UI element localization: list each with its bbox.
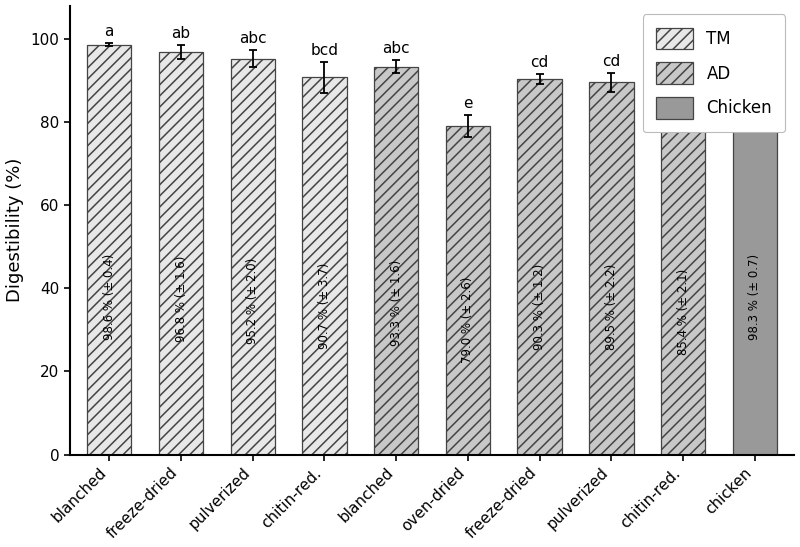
Text: a: a [105, 24, 114, 39]
Bar [230, 59, 275, 455]
Bar [661, 100, 706, 455]
Text: cd: cd [530, 55, 549, 70]
Bar [302, 78, 346, 455]
Text: 89.5 % (± 2.2): 89.5 % (± 2.2) [605, 264, 618, 351]
Y-axis label: Digestibility (%): Digestibility (%) [6, 158, 23, 302]
Text: 93.3 % (± 1.6): 93.3 % (± 1.6) [390, 260, 402, 346]
Text: 79.0 % (± 2.6): 79.0 % (± 2.6) [462, 276, 474, 363]
Text: d: d [678, 72, 688, 86]
Text: 85.4 % (± 2.1): 85.4 % (± 2.1) [677, 269, 690, 355]
Text: bcd: bcd [310, 43, 338, 58]
Text: 96.8 % (± 1.6): 96.8 % (± 1.6) [174, 255, 187, 342]
Text: 90.7 % (± 3.7): 90.7 % (± 3.7) [318, 263, 331, 349]
Text: 98.6 % (± 0.4): 98.6 % (± 0.4) [102, 254, 116, 340]
Bar [158, 52, 203, 455]
Text: ab: ab [171, 26, 190, 42]
Text: 98.3 % (± 0.7): 98.3 % (± 0.7) [749, 254, 762, 340]
Text: cd: cd [602, 54, 621, 69]
Text: abc: abc [382, 41, 410, 56]
Bar [590, 83, 634, 455]
Bar [374, 67, 418, 455]
Legend: TM, AD, Chicken: TM, AD, Chicken [643, 14, 786, 132]
Bar [446, 126, 490, 455]
Bar [733, 46, 778, 455]
Text: 90.3 % (± 1.2): 90.3 % (± 1.2) [534, 263, 546, 350]
Text: abc: abc [239, 31, 266, 46]
Bar [87, 45, 131, 455]
Bar [518, 79, 562, 455]
Text: a: a [750, 24, 760, 39]
Text: e: e [463, 96, 473, 111]
Text: 95.2 % (± 2.0): 95.2 % (± 2.0) [246, 258, 259, 344]
